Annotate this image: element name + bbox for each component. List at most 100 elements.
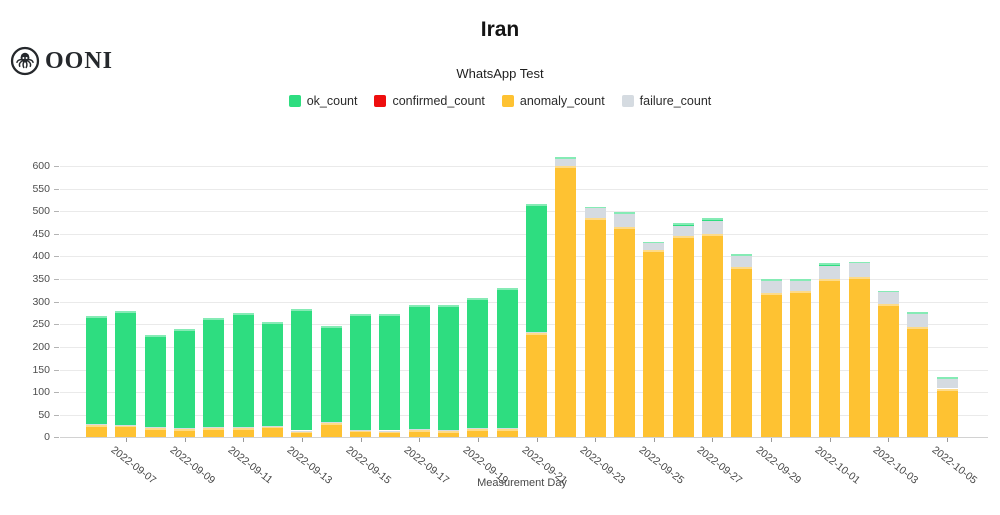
bar-2022-09-19-anomaly_count[interactable]	[467, 428, 489, 438]
bar-2022-09-25-ok_count[interactable]	[643, 241, 665, 243]
bar-2022-09-25-failure_count[interactable]	[643, 241, 665, 250]
bar-2022-09-14-anomaly_count[interactable]	[320, 423, 342, 438]
bar-2022-09-13-anomaly_count[interactable]	[291, 431, 313, 438]
bar-2022-10-04-anomaly_count[interactable]	[907, 327, 929, 438]
bar-2022-09-14-ok_count[interactable]	[320, 326, 342, 423]
bar-2022-10-02-failure_count[interactable]	[848, 262, 870, 277]
bar-2022-09-30-ok_count[interactable]	[789, 279, 811, 282]
bar-2022-09-09-anomaly_count[interactable]	[174, 428, 195, 438]
legend-item-failure_count[interactable]: failure_count	[621, 94, 711, 108]
bar-2022-09-09-ok_count[interactable]	[174, 328, 195, 429]
bar-2022-10-02-ok_count[interactable]	[848, 261, 870, 263]
chart-title: Iran	[480, 18, 520, 41]
bar-2022-09-19-failure_count[interactable]	[467, 428, 489, 430]
bar-2022-09-30-failure_count[interactable]	[789, 281, 811, 292]
bar-2022-09-22-ok_count[interactable]	[555, 156, 577, 160]
bar-2022-09-27-anomaly_count[interactable]	[701, 233, 723, 438]
bar-2022-09-06-ok_count[interactable]	[86, 315, 107, 425]
legend-item-confirmed_count[interactable]: confirmed_count	[374, 94, 485, 108]
bar-2022-09-13-ok_count[interactable]	[291, 309, 313, 431]
bar-2022-09-22-anomaly_count[interactable]	[555, 166, 577, 438]
bar-2022-09-27-failure_count[interactable]	[701, 221, 723, 234]
bar-2022-09-22-failure_count[interactable]	[555, 159, 577, 167]
bar-2022-09-15-ok_count[interactable]	[350, 313, 371, 430]
bar-2022-09-29-failure_count[interactable]	[760, 280, 782, 293]
bar-2022-10-05-anomaly_count[interactable]	[936, 388, 958, 438]
bar-2022-09-15-anomaly_count[interactable]	[350, 430, 371, 438]
bar-2022-09-23-anomaly_count[interactable]	[584, 218, 606, 438]
bar-2022-09-25-anomaly_count[interactable]	[643, 249, 665, 438]
bar-2022-09-16-anomaly_count[interactable]	[379, 431, 401, 438]
bar-2022-09-08-failure_count[interactable]	[144, 427, 166, 429]
x-tick-mark-2022-09-17	[419, 438, 421, 443]
bar-2022-09-28-anomaly_count[interactable]	[731, 267, 753, 438]
bar-2022-09-26-anomaly_count[interactable]	[672, 236, 694, 438]
bar-2022-09-13-failure_count[interactable]	[291, 430, 313, 432]
bar-2022-09-23-failure_count[interactable]	[584, 208, 606, 219]
bar-2022-09-23-ok_count[interactable]	[584, 206, 606, 209]
bar-2022-10-02-anomaly_count[interactable]	[848, 276, 870, 438]
bar-2022-09-26-failure_count[interactable]	[672, 225, 694, 236]
bar-2022-09-08-ok_count[interactable]	[144, 334, 166, 428]
bar-2022-09-18-failure_count[interactable]	[438, 430, 459, 432]
bar-2022-09-21-anomaly_count[interactable]	[526, 333, 547, 438]
bar-2022-09-20-ok_count[interactable]	[496, 288, 518, 428]
bar-2022-09-24-ok_count[interactable]	[613, 212, 635, 215]
bar-2022-10-05-ok_count[interactable]	[936, 377, 958, 380]
bar-2022-09-28-ok_count[interactable]	[731, 254, 753, 257]
ooni-logo[interactable]: OONI	[10, 46, 113, 76]
legend-item-ok_count[interactable]: ok_count	[288, 94, 357, 108]
bar-2022-09-10-failure_count[interactable]	[203, 427, 225, 429]
bar-2022-09-06-anomaly_count[interactable]	[86, 424, 107, 438]
bar-2022-10-03-failure_count[interactable]	[877, 291, 899, 304]
bar-2022-09-12-anomaly_count[interactable]	[262, 426, 283, 438]
bar-2022-09-24-failure_count[interactable]	[613, 214, 635, 227]
bar-2022-09-29-anomaly_count[interactable]	[760, 292, 782, 438]
bar-2022-10-03-anomaly_count[interactable]	[877, 303, 899, 438]
bar-2022-10-03-ok_count[interactable]	[877, 291, 899, 293]
bar-2022-09-19-ok_count[interactable]	[467, 297, 489, 429]
legend-swatch-ok_count	[288, 95, 301, 107]
bar-2022-09-08-anomaly_count[interactable]	[144, 427, 166, 438]
bar-2022-09-17-anomaly_count[interactable]	[408, 429, 430, 438]
bar-2022-09-10-ok_count[interactable]	[203, 317, 225, 428]
y-tick-label-500: 500	[32, 205, 50, 218]
bar-2022-10-04-failure_count[interactable]	[907, 314, 929, 328]
y-tick-mark-150	[54, 369, 59, 371]
bar-2022-09-18-ok_count[interactable]	[438, 305, 459, 430]
bar-2022-09-20-anomaly_count[interactable]	[496, 429, 518, 438]
bar-2022-09-20-failure_count[interactable]	[496, 427, 518, 430]
bar-2022-09-07-ok_count[interactable]	[115, 310, 137, 425]
bar-2022-09-18-anomaly_count[interactable]	[438, 431, 459, 438]
bar-2022-09-29-ok_count[interactable]	[760, 278, 782, 281]
bar-2022-09-27-ok_count[interactable]	[701, 218, 723, 222]
bar-2022-10-01-anomaly_count[interactable]	[819, 279, 841, 438]
bar-2022-09-30-anomaly_count[interactable]	[789, 291, 811, 438]
bar-2022-09-11-ok_count[interactable]	[232, 312, 254, 428]
bar-2022-10-01-failure_count[interactable]	[819, 265, 841, 280]
bar-2022-09-17-failure_count[interactable]	[408, 429, 430, 431]
bar-2022-09-10-anomaly_count[interactable]	[203, 427, 225, 438]
bar-2022-09-07-failure_count[interactable]	[115, 424, 137, 426]
bar-2022-09-06-failure_count[interactable]	[86, 424, 107, 426]
bar-2022-09-07-anomaly_count[interactable]	[115, 425, 137, 438]
bar-2022-09-16-ok_count[interactable]	[379, 313, 401, 431]
legend-item-anomaly_count[interactable]: anomaly_count	[501, 94, 605, 108]
bar-2022-09-24-anomaly_count[interactable]	[613, 227, 635, 438]
bar-2022-09-11-failure_count[interactable]	[232, 427, 254, 429]
bar-2022-09-14-failure_count[interactable]	[320, 422, 342, 424]
bar-2022-10-05-failure_count[interactable]	[936, 379, 958, 389]
bar-2022-09-21-ok_count[interactable]	[526, 204, 547, 333]
bar-2022-09-16-failure_count[interactable]	[379, 430, 401, 432]
bar-2022-10-01-ok_count[interactable]	[819, 263, 841, 266]
bar-2022-09-15-failure_count[interactable]	[350, 429, 371, 431]
bar-2022-09-26-ok_count[interactable]	[672, 223, 694, 226]
bar-2022-10-04-ok_count[interactable]	[907, 312, 929, 315]
bar-2022-09-12-failure_count[interactable]	[262, 426, 283, 427]
bar-2022-09-21-failure_count[interactable]	[526, 332, 547, 334]
bar-2022-09-09-failure_count[interactable]	[174, 428, 195, 430]
bar-2022-09-17-ok_count[interactable]	[408, 305, 430, 430]
bar-2022-09-12-ok_count[interactable]	[262, 322, 283, 426]
bar-2022-09-28-failure_count[interactable]	[731, 256, 753, 268]
bar-2022-09-11-anomaly_count[interactable]	[232, 427, 254, 438]
